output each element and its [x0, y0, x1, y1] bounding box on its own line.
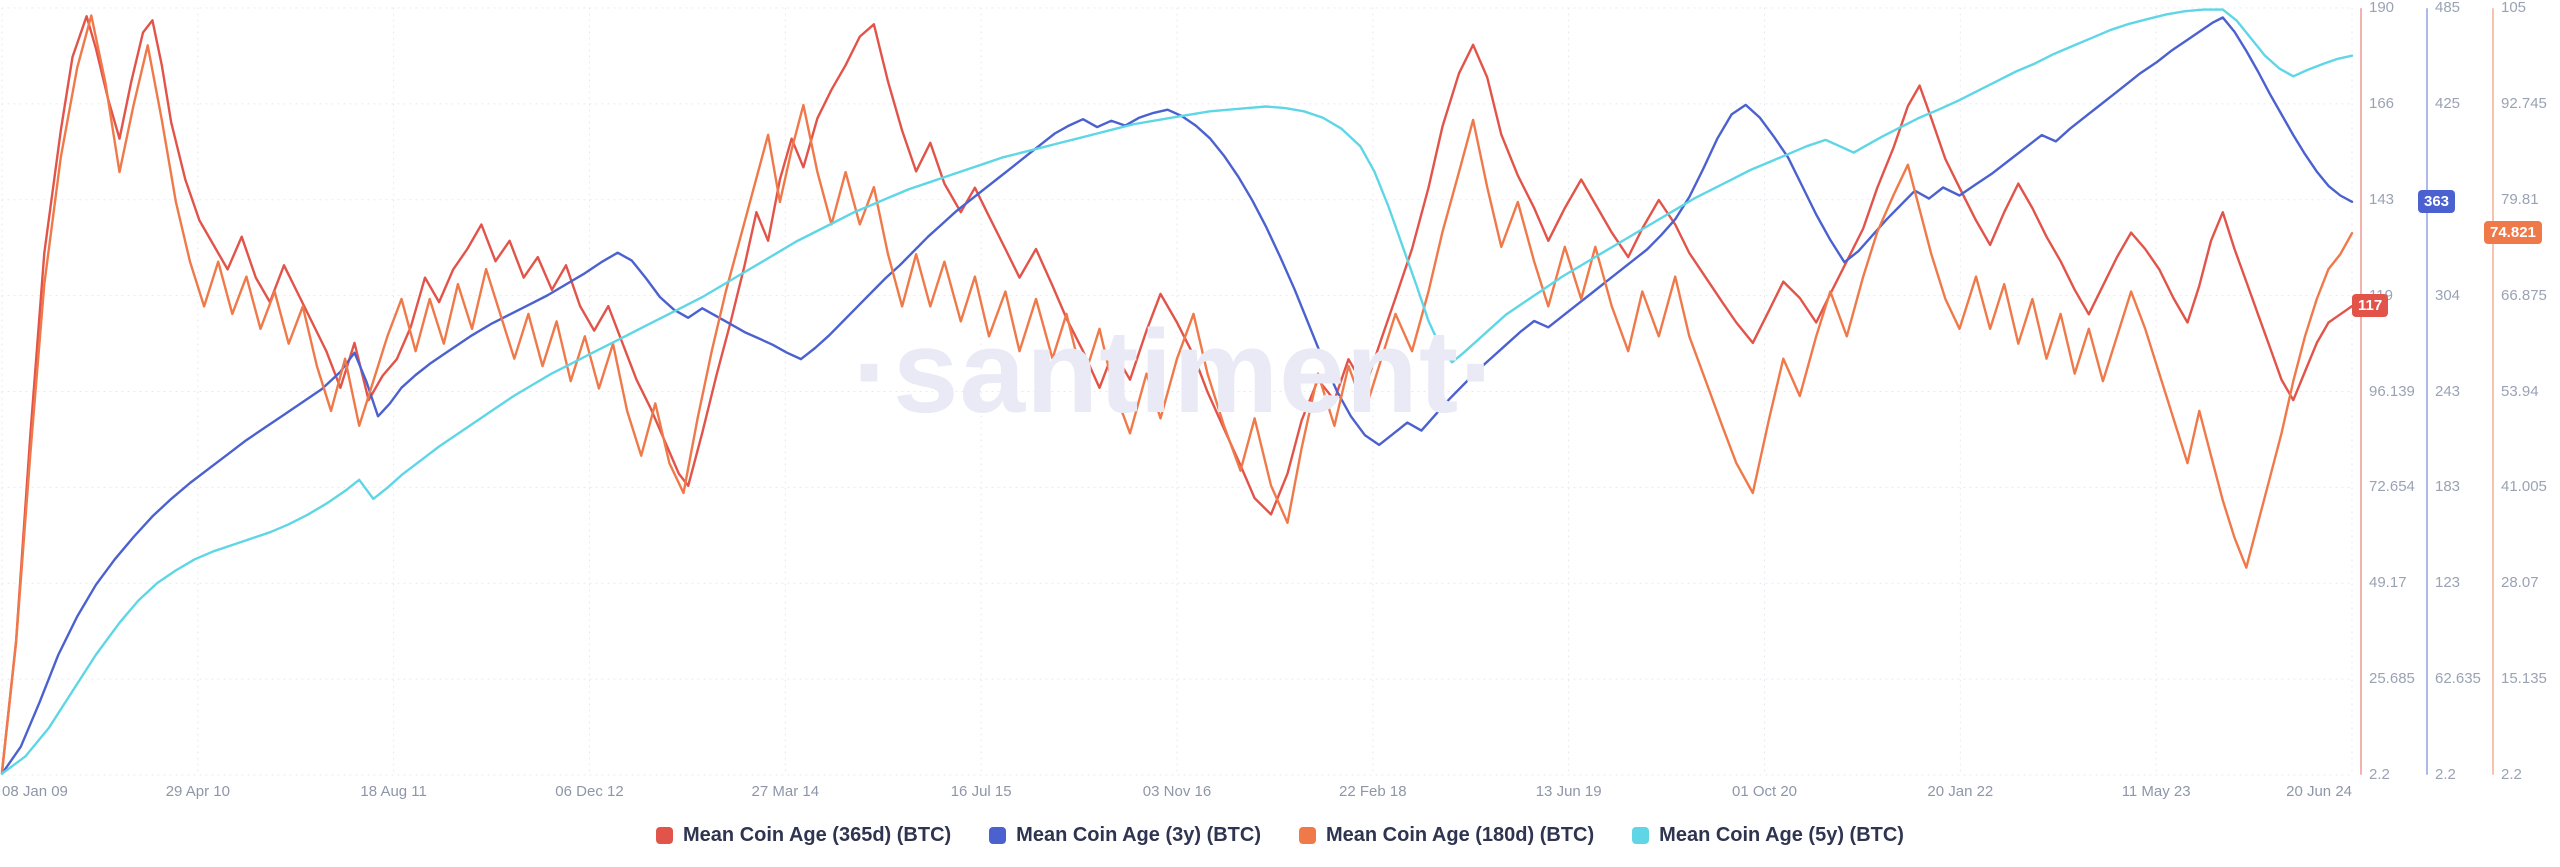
axis-tick-label: 183	[2435, 478, 2461, 496]
current-value-badge: 117	[2352, 294, 2389, 318]
x-axis: 08 Jan 09 29 Apr 10 18 Aug 11 06 Dec 12 27 M…	[0, 783, 2352, 803]
legend-swatch	[1632, 827, 1650, 844]
legend-item-mean-coin-age-180d-btc[interactable]: Mean Coin Age (180d) (BTC)	[1299, 824, 1594, 847]
legend-item-mean-coin-age-3y-btc[interactable]: Mean Coin Age (3y) (BTC)	[989, 824, 1261, 847]
axis-tick-label: 485	[2435, 0, 2461, 16]
axis-tick-label: 49.17	[2369, 574, 2407, 592]
axis-tick-label: 28.07	[2501, 574, 2539, 592]
legend-label: Mean Coin Age (5y) (BTC)	[1659, 824, 1904, 846]
axis-tick-label: 2.2	[2369, 766, 2390, 783]
y-axis-mean-coin-age-180d-btc[interactable]: 105 92.745 79.81 66.875 53.94 41.005 28.07 15.1…	[2484, 0, 2558, 800]
axis-tick-label: 79.81	[2501, 190, 2539, 208]
legend-label: Mean Coin Age (180d) (BTC)	[1326, 824, 1595, 846]
axis-tick-label: 123	[2435, 574, 2461, 592]
axis-tick-label: 53.94	[2501, 382, 2539, 400]
axis-tick-label: 2.2	[2501, 766, 2522, 783]
legend-swatch	[656, 827, 674, 844]
axis-tick-label: 66.875	[2501, 286, 2547, 304]
legend-item-mean-coin-age-5y-btc[interactable]: Mean Coin Age (5y) (BTC)	[1632, 824, 1904, 847]
axis-tick-label: 304	[2435, 286, 2461, 304]
x-axis-tick-label: 22 Feb 18	[1339, 783, 1407, 800]
y-axis-mean-coin-age-3y-btc[interactable]: 485 425 304 243 183 123 62.635 2.2 363	[2418, 0, 2492, 800]
x-axis-tick-label: 27 Mar 14	[751, 783, 820, 800]
axis-tick-label: 243	[2435, 382, 2461, 400]
x-axis-tick-label: 20 Jan 22	[1927, 783, 1994, 800]
axis-tick-label: 105	[2501, 0, 2527, 16]
x-axis-tick-label: 03 Nov 16	[1142, 783, 1212, 800]
x-axis-tick-label: 13 Jun 19	[1535, 783, 1602, 800]
x-axis-tick-label: 01 Oct 20	[1731, 783, 1798, 800]
axis-tick-label: 143	[2369, 190, 2395, 208]
current-value-badge: 74.821	[2484, 221, 2542, 245]
axis-tick-label: 92.745	[2501, 94, 2547, 112]
axis-rule	[2492, 8, 2494, 775]
axis-rule	[2360, 8, 2362, 775]
x-axis-tick-label: 16 Jul 15	[950, 783, 1012, 800]
axis-tick-label: 2.2	[2435, 766, 2456, 783]
x-axis-tick-label: 06 Dec 12	[555, 783, 624, 800]
axis-tick-label: 25.685	[2369, 670, 2415, 688]
legend-label: Mean Coin Age (365d) (BTC)	[683, 824, 952, 846]
plot-canvas[interactable]	[0, 0, 2356, 800]
legend-label: Mean Coin Age (3y) (BTC)	[1016, 824, 1261, 846]
axis-tick-label: 15.135	[2501, 670, 2547, 688]
axis-tick-label: 41.005	[2501, 478, 2547, 496]
legend-swatch	[989, 827, 1007, 844]
legend: Mean Coin Age (365d) (BTC) Mean Coin Age …	[656, 824, 1904, 847]
series-line-mean-coin-age-3y-btc	[0, 16, 2354, 775]
x-axis-tick-label: 20 Jun 24	[2286, 783, 2352, 800]
x-axis-tick-label: 18 Aug 11	[360, 783, 427, 800]
axis-tick-label: 62.635	[2435, 670, 2481, 688]
series-line-mean-coin-age-365d-btc	[0, 15, 2354, 773]
legend-swatch	[1299, 827, 1316, 844]
y-axis-mean-coin-age-365d-btc[interactable]: 19016614311996.13972.65449.1725.6852.211…	[2352, 0, 2426, 800]
x-axis-tick-label: 08 Jan 09	[2, 783, 68, 800]
x-axis-tick-label: 11 May 23	[2121, 783, 2191, 800]
axis-tick-label: 425	[2435, 94, 2461, 112]
axis-tick-label: 96.139	[2369, 382, 2415, 400]
series-line-mean-coin-age-180d-btc	[0, 14, 2354, 774]
legend-item-mean-coin-age-365d-btc[interactable]: Mean Coin Age (365d) (BTC)	[656, 824, 951, 847]
current-value-badge: 363	[2418, 189, 2456, 213]
axis-rule	[2426, 8, 2428, 775]
x-axis-tick-label: 29 Apr 10	[165, 783, 230, 800]
axis-tick-label: 190	[2369, 0, 2395, 16]
series-line-mean-coin-age-5y-btc	[0, 8, 2354, 775]
axis-tick-label: 72.654	[2369, 478, 2415, 496]
axis-tick-label: 166	[2369, 94, 2395, 112]
